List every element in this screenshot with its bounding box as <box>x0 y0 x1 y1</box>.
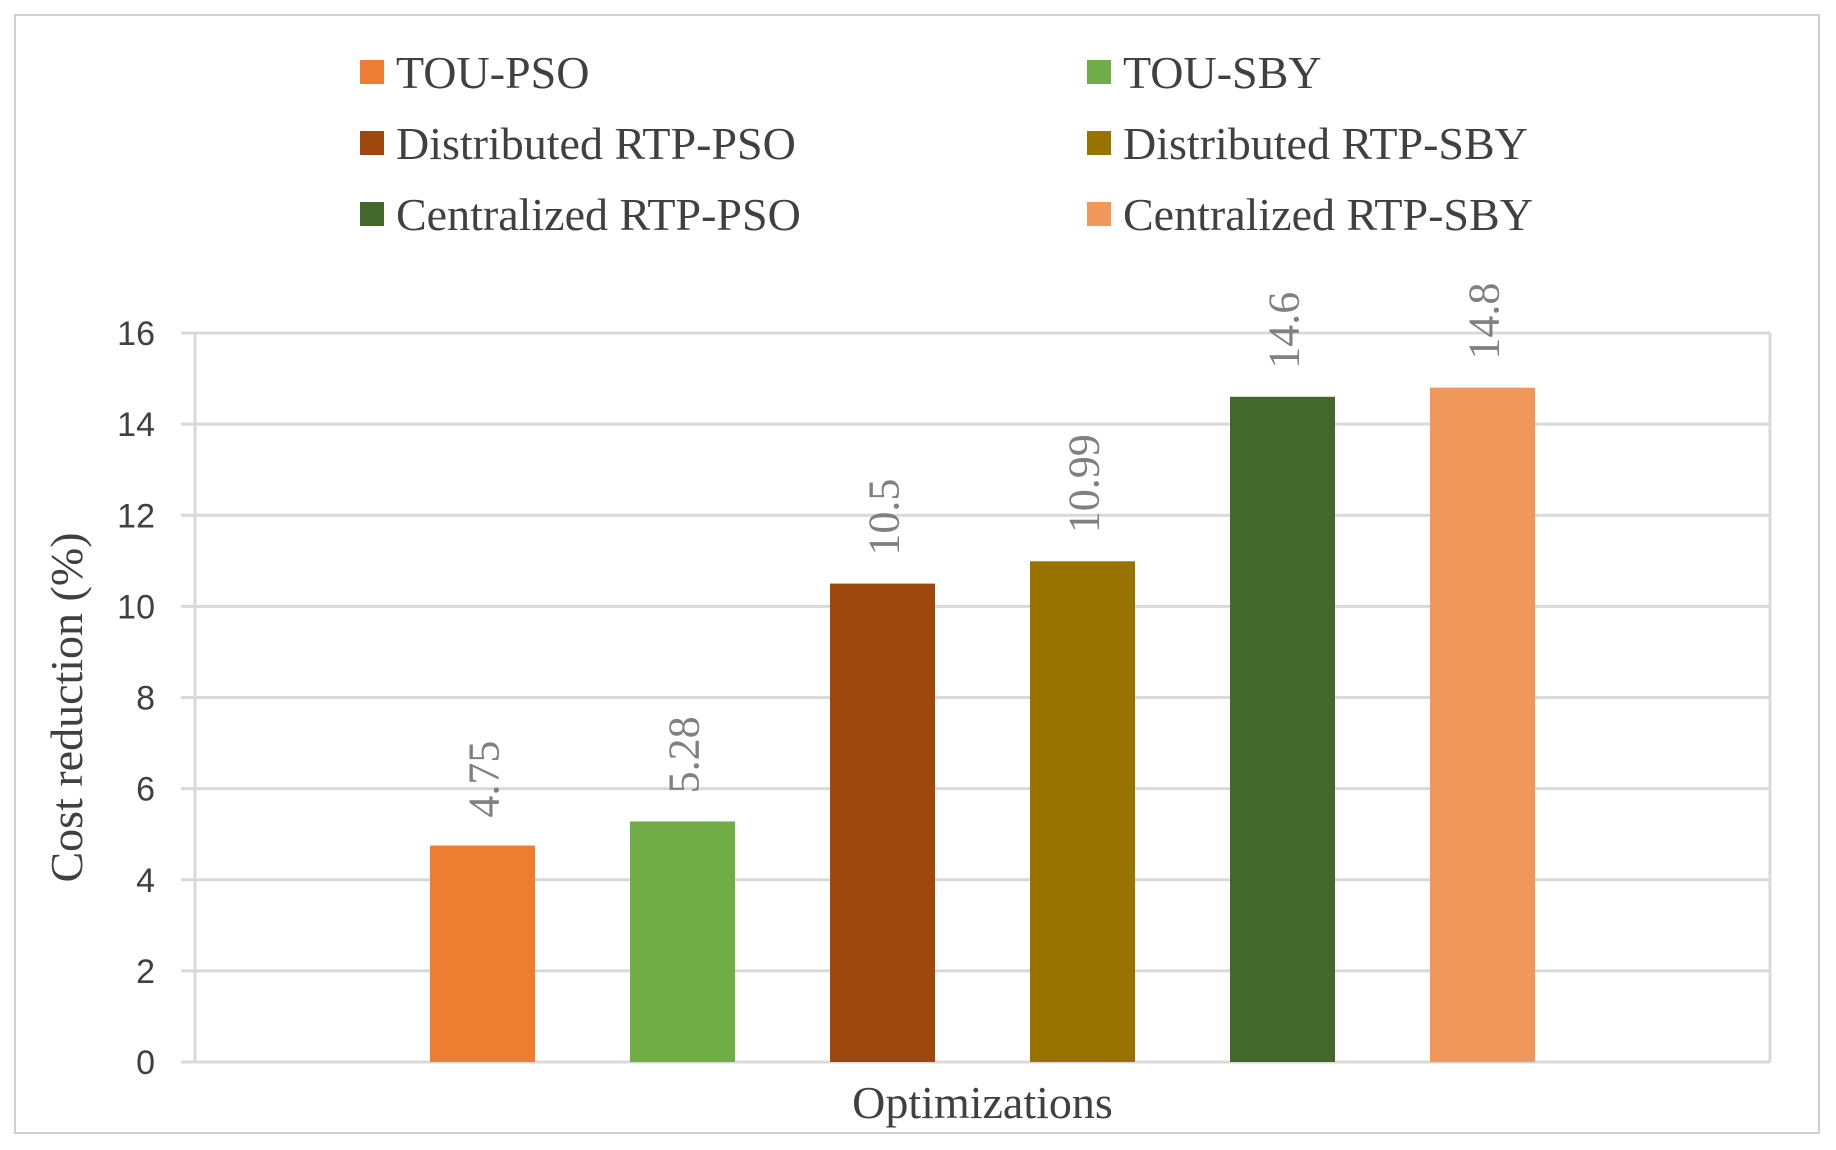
y-tick-label: 8 <box>136 680 155 718</box>
y-tick-label: 2 <box>136 953 155 991</box>
data-label: 10.5 <box>860 479 909 556</box>
y-tick-label: 12 <box>117 497 155 535</box>
bar-centralized-rtp-pso <box>1230 396 1335 1063</box>
data-label: 10.99 <box>1060 434 1109 533</box>
y-tick-label: 6 <box>136 771 155 809</box>
y-tick-label: 16 <box>117 315 155 353</box>
y-tick-label: 14 <box>117 406 155 444</box>
data-label: 14.8 <box>1460 283 1509 360</box>
legend-label: TOU-SBY <box>1123 47 1322 98</box>
x-axis-title: Optimizations <box>852 1077 1113 1128</box>
y-axis-ticks: 0 2 4 6 8 10 12 14 16 <box>117 315 155 1082</box>
y-tick-label: 0 <box>136 1044 155 1082</box>
legend-label: Centralized RTP-SBY <box>1123 189 1533 240</box>
legend-swatch <box>360 202 384 226</box>
data-label: 14.6 <box>1260 292 1309 369</box>
data-label: 5.28 <box>660 716 709 793</box>
legend-label: Centralized RTP-PSO <box>396 189 801 240</box>
bar-distributed-rtp-sby <box>1030 561 1135 1062</box>
legend-swatch <box>1087 131 1111 155</box>
legend: TOU-PSO TOU-SBY Distributed RTP-PSO Distrib… <box>360 47 1533 240</box>
legend-swatch <box>1087 60 1111 84</box>
bar-tou-pso <box>430 845 535 1062</box>
legend-swatch <box>360 60 384 84</box>
y-tick-label: 10 <box>117 588 155 626</box>
legend-swatch <box>1087 202 1111 226</box>
legend-swatch <box>360 131 384 155</box>
legend-label: Distributed RTP-SBY <box>1123 118 1528 169</box>
legend-label: Distributed RTP-PSO <box>396 118 796 169</box>
bar-tou-sby <box>630 821 735 1062</box>
bars <box>430 387 1535 1063</box>
legend-label: TOU-PSO <box>396 47 589 98</box>
y-tick-label: 4 <box>136 862 155 900</box>
data-label: 4.75 <box>460 741 509 818</box>
bar-centralized-rtp-sby <box>1430 387 1535 1062</box>
bar-distributed-rtp-pso <box>830 583 935 1062</box>
data-labels: 4.75 5.28 10.5 10.99 14.6 14.8 <box>460 283 1509 818</box>
y-axis-title: Cost reduction (%) <box>41 532 92 882</box>
